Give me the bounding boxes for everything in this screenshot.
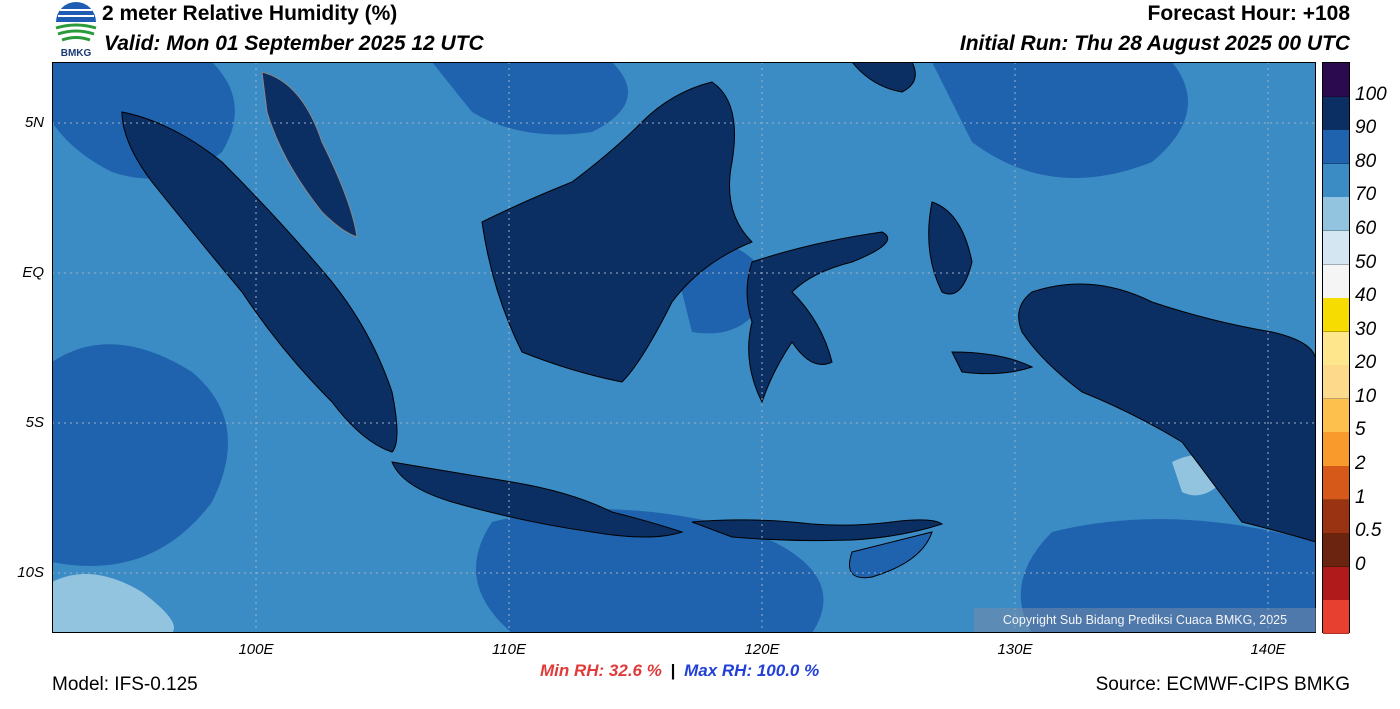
colorbar-swatch	[1323, 533, 1349, 568]
colorbar-label: 10	[1355, 385, 1377, 407]
colorbar-swatch	[1323, 96, 1349, 131]
colorbar	[1322, 62, 1350, 635]
min-rh: Min RH: 32.6 %	[540, 661, 662, 680]
valid-time: Valid: Mon 01 September 2025 12 UTC	[104, 32, 484, 55]
stats-separator: |	[670, 661, 676, 680]
source-label: Source: ECMWF-CIPS BMKG	[1095, 674, 1350, 695]
rh-stats: Min RH: 32.6 % | Max RH: 100.0 %	[540, 661, 819, 681]
colorbar-label: 0.5	[1355, 520, 1382, 542]
lat-label-5n: 5N	[24, 114, 44, 131]
humidity-map	[52, 61, 1317, 633]
copyright-notice: Copyright Sub Bidang Prediksi Cuaca BMKG…	[974, 608, 1316, 632]
colorbar-swatch	[1323, 365, 1349, 400]
colorbar-swatch	[1323, 432, 1349, 467]
colorbar-swatch	[1323, 298, 1349, 333]
colorbar-label: 1	[1355, 486, 1366, 508]
lon-label-120e: 120E	[744, 641, 780, 658]
colorbar-swatch	[1323, 466, 1349, 501]
colorbar-label: 40	[1355, 285, 1377, 307]
logo-label: BMKG	[60, 48, 92, 59]
bmkg-logo	[52, 0, 100, 60]
lat-label-10s: 10S	[17, 564, 44, 581]
colorbar-swatch	[1323, 499, 1349, 534]
colorbar-label: 2	[1355, 453, 1366, 475]
colorbar-label: 50	[1355, 251, 1377, 273]
colorbar-label: 30	[1355, 318, 1377, 340]
colorbar-label: 90	[1355, 117, 1377, 139]
model-label: Model: IFS-0.125	[52, 674, 198, 695]
colorbar-swatch	[1323, 566, 1349, 601]
lon-label-110e: 110E	[492, 641, 526, 658]
colorbar-swatch	[1323, 600, 1349, 635]
lat-label-5s: 5S	[25, 414, 44, 431]
colorbar-swatch	[1323, 63, 1349, 98]
colorbar-swatch	[1323, 331, 1349, 366]
initial-run: Initial Run: Thu 28 August 2025 00 UTC	[959, 32, 1350, 55]
colorbar-label: 5	[1355, 419, 1366, 441]
colorbar-label: 70	[1355, 184, 1377, 206]
colorbar-label: 100	[1355, 83, 1387, 105]
lon-label-140e: 140E	[1250, 641, 1286, 658]
colorbar-swatch	[1323, 197, 1349, 232]
colorbar-label: 0	[1355, 553, 1366, 575]
colorbar-swatch	[1323, 398, 1349, 433]
forecast-hour: Forecast Hour: +108	[1147, 2, 1351, 25]
colorbar-label: 20	[1355, 352, 1377, 374]
colorbar-swatch	[1323, 264, 1349, 299]
map-canvas	[52, 61, 1317, 633]
colorbar-swatch	[1323, 230, 1349, 266]
colorbar-label: 80	[1355, 150, 1377, 172]
lat-label-eq: EQ	[22, 264, 44, 281]
colorbar-swatch	[1323, 130, 1349, 165]
colorbar-label: 60	[1355, 217, 1377, 239]
lon-label-130e: 130E	[997, 641, 1033, 658]
colorbar-swatch	[1323, 163, 1349, 198]
max-rh: Max RH: 100.0 %	[684, 661, 820, 680]
lon-label-100e: 100E	[238, 641, 274, 658]
map-title: 2 meter Relative Humidity (%)	[102, 2, 398, 25]
